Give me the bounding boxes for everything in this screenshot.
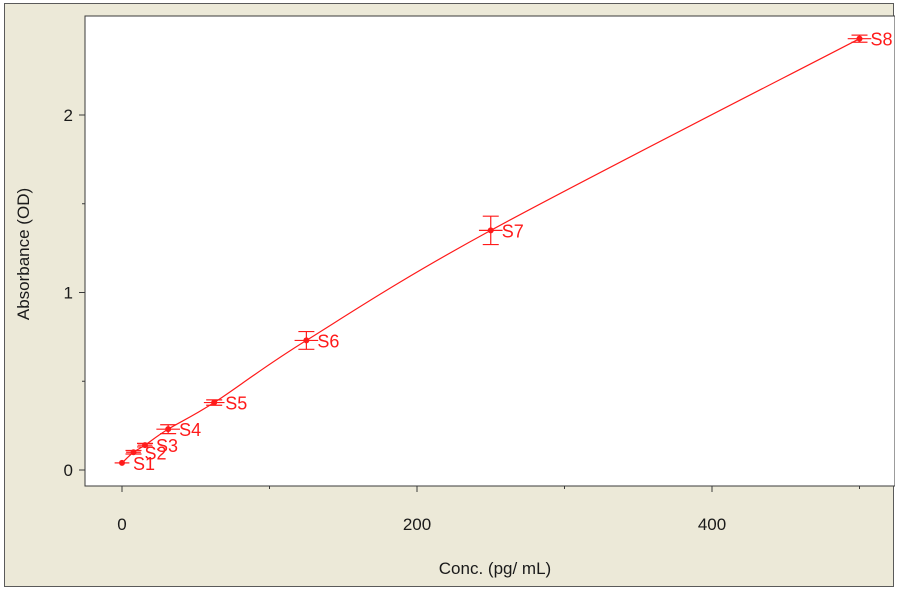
x-tick-label: 200 [403,515,431,534]
plot-area [84,15,895,487]
axes: 0 1 2 0 200 400 [64,106,860,534]
point-label: S8 [871,30,893,50]
data-point-s3 [137,442,154,449]
x-axis-title: Conc. (pg/ mL) [439,559,551,578]
data-point-s5 [203,399,225,406]
point-label: S4 [179,420,201,440]
point-label: S1 [133,454,155,474]
point-marker [142,442,149,449]
point-label: S2 [145,443,167,463]
point-label: S7 [502,221,524,241]
point-marker [165,426,172,433]
point-label: S6 [317,331,339,351]
data-points-layer [114,34,872,466]
data-point-s6 [294,330,319,350]
chart-frame: 0 1 2 0 200 400 S1 S2 S3 S4 S5 S6 S7 S8 Conc. (pg/ m… [4,3,895,587]
point-marker [130,449,137,456]
y-axis-title: Absorbance (OD) [14,188,33,320]
point-marker [119,459,125,466]
y-tick-label: 2 [64,106,73,125]
y-tick-label: 1 [64,284,73,303]
fit-curve [121,38,860,464]
data-point-s7 [478,215,503,246]
point-marker [211,399,218,406]
point-marker [303,337,310,344]
data-point-s1 [114,459,130,466]
point-marker [487,227,494,234]
y-tick-label: 0 [64,461,73,480]
data-point-s4 [156,424,180,435]
x-tick-label: 400 [698,515,726,534]
x-tick-label: 0 [117,515,126,534]
point-label: S3 [156,436,178,456]
point-label: S5 [225,394,247,414]
fit-curve-layer [121,38,860,464]
point-marker [856,35,863,42]
data-point-s2 [125,449,142,456]
data-point-s8 [847,34,872,43]
